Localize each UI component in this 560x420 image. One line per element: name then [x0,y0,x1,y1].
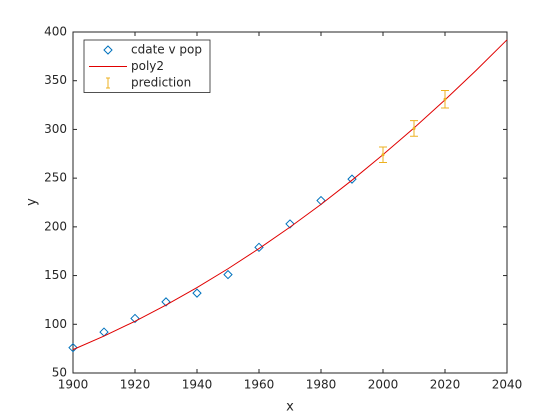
x-tick-label: 2000 [368,378,399,392]
data-point [285,219,295,229]
prediction-point [412,126,416,130]
x-tick-label: 1940 [182,378,213,392]
y-tick-label: 100 [44,317,67,331]
data-point [68,342,78,353]
data-point [192,288,202,298]
x-tick-label: 2020 [430,378,461,392]
y-tick-label: 150 [44,268,67,282]
data-point [254,242,264,253]
y-axis-label: y [25,198,40,206]
legend-label: poly2 [131,59,164,73]
data-point [223,269,233,280]
x-tick-label: 1980 [306,378,337,392]
legend-label: cdate v pop [131,43,202,57]
fit-line [72,39,508,351]
y-tick-label: 50 [52,366,67,380]
data-point [130,313,140,324]
x-tick-label: 2040 [492,378,523,392]
x-tick-label: 1900 [58,378,89,392]
x-axis-label: x [286,400,294,415]
prediction-point [443,97,447,101]
legend-symbol [106,77,110,89]
data-point [161,297,171,307]
y-tick-label: 400 [44,25,67,39]
y-tick-label: 350 [44,73,67,87]
legend: cdate v pop poly2 prediction [83,39,211,93]
y-tick-label: 250 [44,171,67,185]
legend-symbol [103,45,113,55]
y-tick-label: 300 [44,122,67,136]
x-tick-label: 1960 [244,378,275,392]
x-tick-label: 1920 [120,378,151,392]
y-tick-label: 200 [44,219,67,233]
legend-label: prediction [131,76,191,90]
prediction-point [381,153,385,157]
